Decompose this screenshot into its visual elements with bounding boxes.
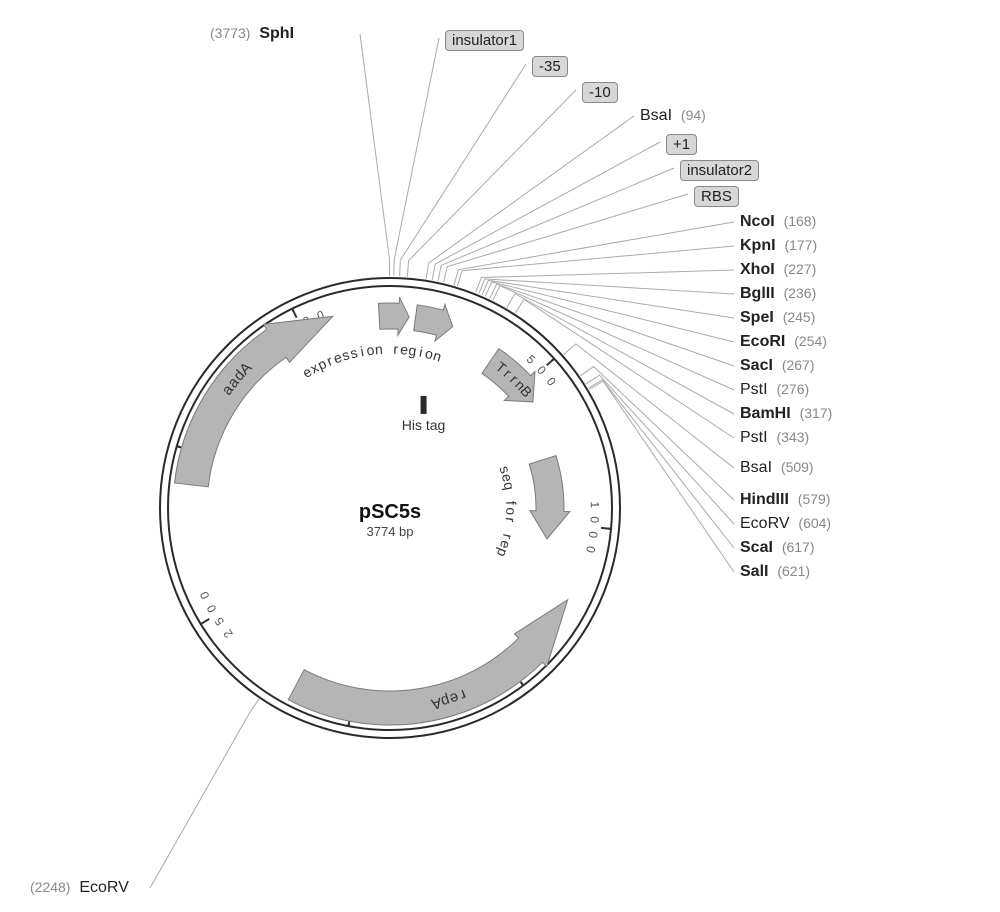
svg-text:r: r: [502, 517, 518, 524]
svg-text:pSC5s: pSC5s: [359, 501, 421, 523]
callout-9: KpnI (177): [740, 238, 817, 254]
svg-text:1: 1: [588, 501, 602, 508]
callout-label: HindIII: [740, 491, 789, 508]
callout-7: RBS: [694, 186, 739, 207]
svg-text:r: r: [393, 341, 399, 357]
callout-badge: insulator1: [445, 30, 524, 51]
svg-text:0: 0: [586, 530, 601, 539]
callout-label: BsaI: [640, 107, 672, 124]
callout-20: EcoRV (604): [740, 516, 831, 532]
callout-18: BsaI (509): [740, 460, 814, 476]
callout-4: BsaI (94): [640, 108, 706, 124]
svg-text:0: 0: [587, 516, 601, 524]
callout-11: BglII (236): [740, 286, 816, 302]
callout-label: EcoRV: [79, 879, 129, 896]
svg-text:g: g: [408, 342, 418, 359]
callout-pos: (317): [800, 405, 833, 421]
svg-text:0: 0: [197, 589, 213, 601]
callout-badge: -10: [582, 82, 618, 103]
callout-pos: (276): [776, 381, 809, 397]
callout-label: KpnI: [740, 237, 776, 254]
callout-pos: (604): [798, 515, 831, 531]
svg-text:5: 5: [524, 352, 539, 367]
svg-text:0: 0: [534, 363, 549, 378]
callout-label: SacI: [740, 357, 773, 374]
callout-21: ScaI (617): [740, 540, 815, 556]
callout-label: NcoI: [740, 213, 775, 230]
callout-23: (2248) EcoRV: [30, 880, 129, 896]
svg-text:0: 0: [204, 602, 220, 615]
callout-badge: RBS: [694, 186, 739, 207]
svg-text:2: 2: [220, 626, 235, 640]
callout-pos: (254): [794, 333, 827, 349]
svg-text:i: i: [359, 343, 365, 359]
svg-text:3774 bp: 3774 bp: [367, 524, 414, 539]
callout-pos: (3773): [210, 25, 250, 41]
callout-2: -35: [532, 56, 568, 77]
callout-17: PstI (343): [740, 430, 809, 446]
callout-6: insulator2: [680, 160, 759, 181]
callout-pos: (509): [781, 459, 814, 475]
callout-pos: (227): [784, 261, 817, 277]
callout-label: PstI: [740, 429, 768, 446]
callout-label: SphI: [259, 25, 294, 42]
plasmid-map: 500100000510002005230003500aadATrrnBAper…: [0, 0, 1000, 912]
callout-label: ScaI: [740, 539, 773, 556]
callout-1: insulator1: [445, 30, 524, 51]
callout-pos: (168): [784, 213, 817, 229]
svg-text:0: 0: [544, 375, 559, 389]
callout-8: NcoI (168): [740, 214, 816, 230]
svg-text:o: o: [503, 507, 519, 515]
callout-pos: (621): [777, 563, 810, 579]
callout-22: SalI (621): [740, 564, 810, 580]
callout-badge: insulator2: [680, 160, 759, 181]
callout-label: SpeI: [740, 309, 774, 326]
callout-pos: (245): [783, 309, 816, 325]
callout-label: BamHI: [740, 405, 791, 422]
callout-pos: (267): [782, 357, 815, 373]
callout-pos: (579): [798, 491, 831, 507]
callout-12: SpeI (245): [740, 310, 815, 326]
callout-pos: (343): [776, 429, 809, 445]
callout-label: BsaI: [740, 459, 772, 476]
callout-19: HindIII (579): [740, 492, 830, 508]
callout-label: BglII: [740, 285, 775, 302]
callout-0: (3773) SphI: [210, 26, 294, 42]
callout-label: EcoRI: [740, 333, 785, 350]
callout-label: XhoI: [740, 261, 775, 278]
callout-pos: (177): [784, 237, 817, 253]
callout-pos: (236): [784, 285, 817, 301]
callout-label: EcoRV: [740, 515, 790, 532]
svg-text:n: n: [374, 341, 383, 358]
callout-5: +1: [666, 134, 697, 155]
svg-text:5: 5: [212, 615, 228, 629]
svg-text:0: 0: [583, 545, 598, 555]
callout-14: SacI (267): [740, 358, 815, 374]
svg-text:f: f: [503, 501, 519, 506]
plasmid-svg: 500100000510002005230003500aadATrrnBAper…: [0, 0, 1000, 912]
callout-badge: -35: [532, 56, 568, 77]
callout-10: XhoI (227): [740, 262, 816, 278]
callout-13: EcoRI (254): [740, 334, 827, 350]
callout-pos: (94): [681, 107, 706, 123]
callout-3: -10: [582, 82, 618, 103]
svg-text:i: i: [418, 344, 424, 360]
callout-badge: +1: [666, 134, 697, 155]
callout-15: PstI (276): [740, 382, 809, 398]
svg-text:His tag: His tag: [402, 417, 446, 433]
callout-label: SalI: [740, 563, 768, 580]
callout-pos: (2248): [30, 879, 70, 895]
callout-pos: (617): [782, 539, 815, 555]
callout-16: BamHI (317): [740, 406, 832, 422]
callout-label: PstI: [740, 381, 768, 398]
